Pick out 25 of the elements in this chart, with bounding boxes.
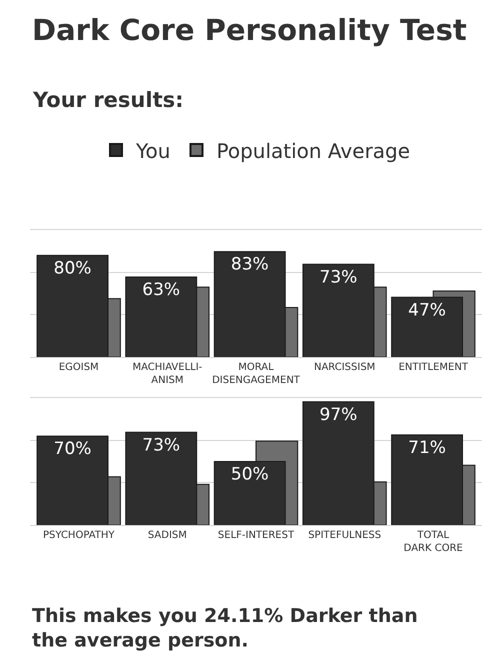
legend-label: Population Average	[216, 138, 410, 163]
data-label: 50%	[230, 464, 269, 484]
x-tick-label: NARCISSISM	[314, 362, 376, 373]
x-tick-label: ENTITLEMENT	[398, 362, 469, 373]
chart-subtitle: Your results:	[32, 88, 184, 112]
x-tick-label: MACHIAVELLI- ANISM	[132, 362, 203, 386]
data-label: 97%	[320, 404, 358, 425]
x-tick-label: PSYCHOPATHY	[42, 530, 116, 541]
data-label: 73%	[320, 267, 358, 288]
data-label: 73%	[142, 435, 180, 456]
data-label: 83%	[230, 254, 269, 275]
x-tick-label: TOTAL DARK CORE	[404, 530, 463, 554]
data-label: 71%	[408, 438, 446, 458]
data-label: 80%	[54, 258, 92, 278]
text: This makes you 24.11% Darker than the average person.	[32, 605, 418, 652]
data-label: 47%	[408, 300, 446, 320]
x-tick-label: SPITEFULNESS	[308, 530, 382, 541]
x-tick-label: SELF-INTEREST	[218, 530, 295, 541]
data-label: 63%	[142, 280, 180, 300]
legend-label: You	[135, 138, 170, 163]
x-tick-label: EGOISM	[58, 362, 99, 373]
x-tick-label: SADISM	[148, 530, 187, 541]
chart-title: Dark Core Personality Test	[32, 13, 467, 47]
x-tick-label: MORAL DISENGAGEMENT	[212, 362, 301, 386]
data-label: 70%	[54, 439, 92, 460]
